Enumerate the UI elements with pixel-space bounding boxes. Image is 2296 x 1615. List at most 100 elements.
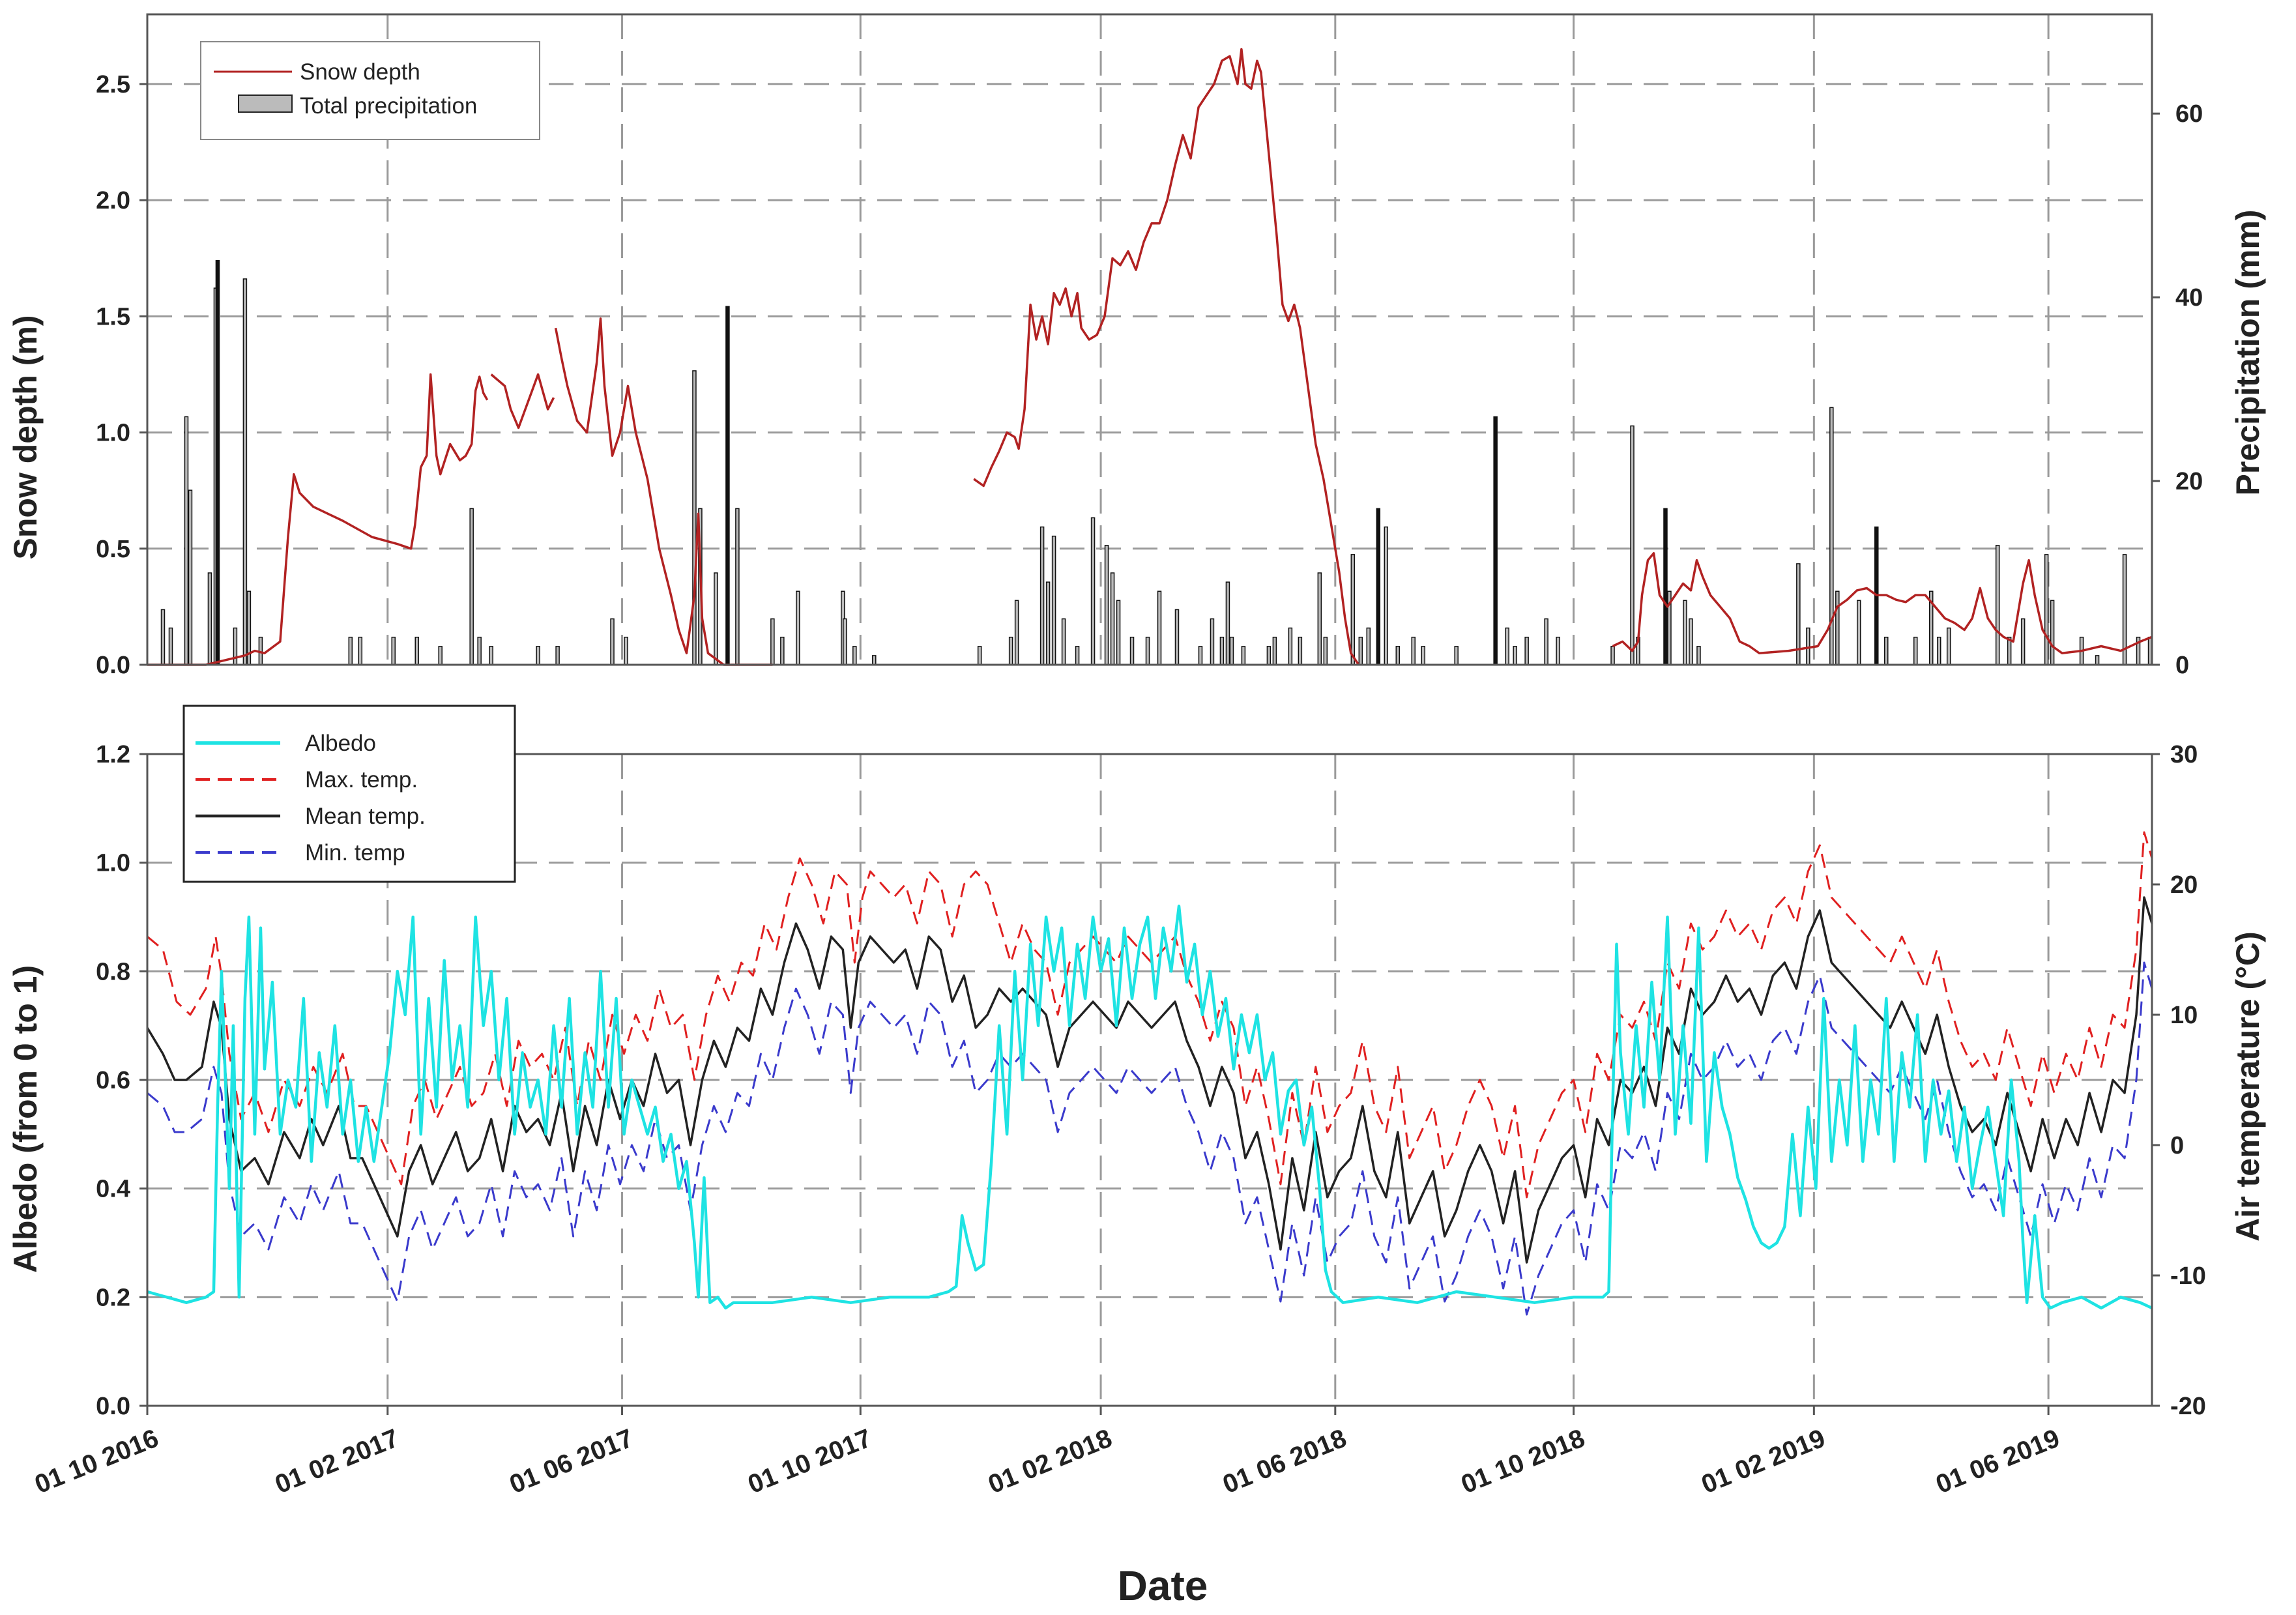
legend-min-temp-label: Min. temp: [305, 840, 405, 866]
precipitation-bar: [1350, 554, 1356, 665]
precipitation-bar: [780, 636, 785, 665]
precipitation-tick-label: 60: [2175, 100, 2203, 128]
precipitation-bar: [1298, 636, 1303, 665]
precipitation-bar: [2050, 600, 2055, 665]
mean-temp-line: [146, 896, 2153, 1264]
precipitation-bar: [1411, 636, 1416, 665]
precipitation-bar: [1936, 636, 1941, 665]
precipitation-bar: [477, 636, 482, 665]
precipitation-bar: [624, 636, 628, 665]
albedo-axis-title: Albedo (from 0 to 1): [7, 965, 44, 1273]
snow-depth-tick-label: 0.5: [96, 536, 130, 563]
precipitation-bar: [1376, 508, 1381, 665]
precipitation-bar: [1663, 508, 1668, 665]
precipitation-bar: [1198, 646, 1203, 665]
precipitation-bar: [1225, 581, 1230, 665]
top-panel: 0.0 0.5 1.0 1.5 2.0 2.5 0 20 40 60 Snow depth (m)…: [7, 13, 2266, 679]
precipitation-bar: [735, 508, 740, 665]
precipitation-bar: [1039, 526, 1045, 665]
snow-depth-line: [554, 317, 773, 666]
precipitation-bar: [1384, 526, 1389, 665]
precipitation-bar: [536, 646, 540, 665]
precipitation-bar: [1683, 600, 1687, 665]
precipitation-bar: [1421, 646, 1425, 665]
precipitation-bar: [1806, 627, 1810, 665]
albedo-tick-label: 0.0: [96, 1393, 130, 1420]
precipitation-bar: [1075, 646, 1080, 665]
precipitation-bar: [1110, 572, 1115, 665]
air-temperature-axis-title: Air temperature (°C): [2230, 931, 2266, 1242]
precipitation-axis-title: Precipitation (mm): [2230, 210, 2266, 496]
precipitation-bar: [1210, 618, 1215, 665]
precipitation-bar: [610, 618, 615, 665]
precipitation-bar: [872, 655, 877, 665]
precipitation-bar: [1157, 590, 1162, 665]
precipitation-bar: [1835, 590, 1840, 665]
precipitation-bar: [725, 306, 730, 665]
albedo-tick-label: 0.8: [96, 958, 130, 985]
precipitation-bar: [1229, 636, 1234, 665]
precipitation-bar: [1689, 618, 1693, 665]
precipitation-bar: [2020, 618, 2026, 665]
bottom-legend-box: [182, 705, 516, 883]
temperature-tick-label: -20: [2170, 1393, 2206, 1420]
precipitation-bar: [1014, 600, 1019, 665]
snow-depth-line: [973, 48, 1360, 665]
min-temp-line: [147, 961, 2153, 1316]
legend-albedo-label: Albedo: [305, 731, 376, 756]
albedo-tick-label: 0.4: [96, 1176, 130, 1203]
precipitation-bar: [796, 590, 800, 665]
precipitation-bar: [160, 609, 166, 665]
legend-precipitation-swatch: [238, 95, 293, 113]
snow-depth-tick-label: 1.0: [96, 420, 130, 447]
precipitation-bar: [1266, 646, 1272, 665]
snow-depth-tick-label: 2.5: [96, 71, 130, 98]
snow-depth-line: [147, 373, 489, 666]
bottom-panel: 0.0 0.2 0.4 0.6 0.8 1.0 1.2 -20 -10 0 10 20 30 Albed…: [7, 705, 2266, 1420]
precipitation-tick-label: 40: [2175, 284, 2203, 312]
precipitation-bar: [438, 646, 443, 665]
precipitation-bar: [1366, 627, 1371, 665]
precipitation-bar: [1610, 646, 1615, 665]
top-tick-labels: 0.0 0.5 1.0 1.5 2.0 2.5 0 20 40 60: [96, 71, 2203, 679]
precipitation-bar: [555, 646, 560, 665]
precipitation-bar: [843, 618, 847, 665]
precipitation-bar: [1630, 425, 1635, 665]
temperature-tick-label: 20: [2170, 871, 2198, 899]
precipitation-bar: [1513, 646, 1517, 665]
precipitation-bar: [977, 646, 982, 665]
temperature-tick-label: 10: [2170, 1002, 2198, 1029]
precipitation-bar: [358, 636, 363, 665]
precipitation-bar: [1696, 646, 1701, 665]
precipitation-bar: [1219, 636, 1225, 665]
precipitation-bar: [714, 572, 718, 665]
top-legend: Snow depth Total precipitation: [200, 41, 540, 140]
precipitation-bar: [469, 508, 474, 665]
x-axis-title: Date: [1118, 1562, 1208, 1609]
bottom-tick-labels: 0.0 0.2 0.4 0.6 0.8 1.0 1.2 -20 -10 0 10 20 30: [96, 741, 2206, 1420]
snow-depth-line: [490, 373, 555, 429]
precipitation-bar: [1272, 636, 1277, 665]
precipitation-bar: [184, 416, 189, 665]
precipitation-bar: [1358, 636, 1363, 665]
precipitation-bar: [1241, 646, 1246, 665]
precipitation-bar: [2044, 554, 2049, 665]
bottom-legend: Albedo Max. temp. Mean temp. Min. temp: [182, 705, 516, 883]
precipitation-bar: [1129, 636, 1135, 665]
precipitation-bar: [1395, 646, 1401, 665]
precipitation-bar: [1505, 627, 1509, 665]
precipitation-bar: [1454, 646, 1459, 665]
precipitation-bar: [242, 278, 248, 665]
snow-depth-tick-label: 1.5: [96, 303, 130, 330]
precipitation-bar: [348, 636, 353, 665]
precipitation-bar: [1174, 609, 1180, 665]
snow-depth-lines: [147, 48, 2153, 666]
precipitation-bar: [1493, 416, 1498, 665]
precipitation-bar: [1104, 545, 1109, 665]
legend-snow-depth-label: Snow depth: [300, 59, 420, 85]
albedo-tick-label: 1.2: [96, 741, 130, 768]
precipitation-bar: [1946, 627, 1951, 665]
snow-depth-axis-title: Snow depth (m): [7, 315, 44, 560]
